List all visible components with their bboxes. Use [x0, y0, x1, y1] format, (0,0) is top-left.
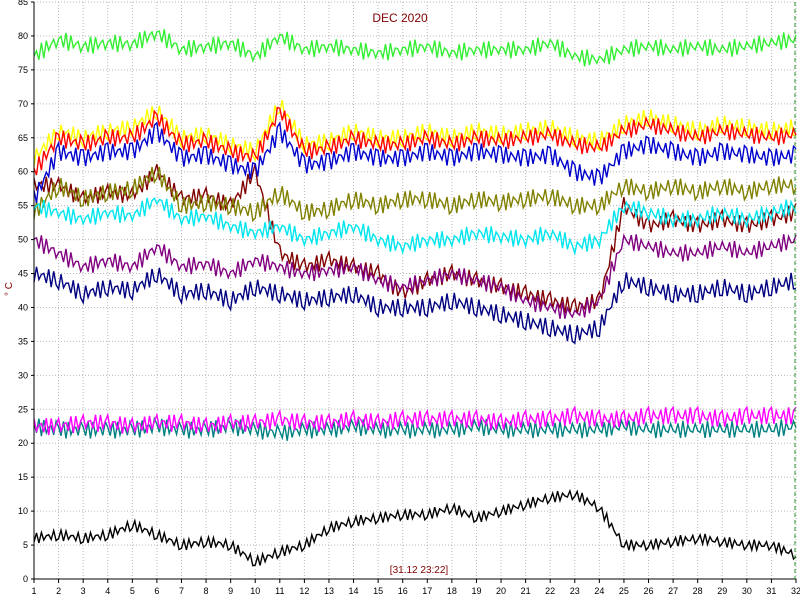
x-tick-label: 30	[742, 586, 752, 596]
y-tick-label: 45	[18, 269, 28, 279]
series-layer	[33, 29, 797, 567]
x-tick-label: 23	[570, 586, 580, 596]
x-tick-label: 19	[471, 586, 481, 596]
series-line-12	[33, 488, 797, 567]
y-tick-label: 10	[18, 506, 28, 516]
y-tick-label: 5	[23, 540, 28, 550]
x-tick-label: 1	[31, 586, 36, 596]
x-tick-label: 29	[717, 586, 727, 596]
y-tick-label: 40	[18, 302, 28, 312]
x-tick-label: 14	[349, 586, 359, 596]
series-line-3	[33, 106, 797, 176]
grid	[33, 1, 797, 580]
series-line-7	[33, 121, 797, 203]
y-tick-label: 60	[18, 167, 28, 177]
x-tick-label: 7	[179, 586, 184, 596]
y-tick-label: 0	[23, 574, 28, 584]
y-axis-label: ° C	[4, 282, 15, 296]
y-tick-labels: 0 5 10 15 20 25 30 35 40 45 50 55 60 65 70 75 80 85	[18, 0, 34, 584]
y-tick-label: 35	[18, 336, 28, 346]
x-tick-label: 20	[496, 586, 506, 596]
series-line-6	[33, 197, 797, 256]
y-tick-label: 75	[18, 65, 28, 75]
series-line-8	[33, 233, 797, 319]
y-tick-label: 15	[18, 472, 28, 482]
timestamp-label: [31.12 23:22]	[390, 565, 449, 576]
x-tick-label: 8	[204, 586, 209, 596]
x-tick-label: 15	[373, 586, 383, 596]
x-tick-label: 9	[228, 586, 233, 596]
series-line-9	[33, 266, 797, 345]
x-tick-label: 5	[130, 586, 135, 596]
x-tick-label: 18	[447, 586, 457, 596]
y-tick-label: 80	[18, 31, 28, 41]
y-tick-label: 85	[18, 0, 28, 7]
x-tick-label: 12	[299, 586, 309, 596]
y-tick-label: 30	[18, 370, 28, 380]
x-tick-label: 17	[422, 586, 432, 596]
series-line-11	[33, 405, 797, 436]
x-tick-label: 25	[619, 586, 629, 596]
x-tick-label: 4	[105, 586, 110, 596]
axes	[33, 2, 796, 580]
y-tick-label: 50	[18, 235, 28, 245]
chart-title: DEC 2020	[372, 11, 428, 25]
x-tick-label: 3	[81, 586, 86, 596]
x-tick-label: 26	[644, 586, 654, 596]
x-tick-label: 6	[154, 586, 159, 596]
y-tick-label: 65	[18, 133, 28, 143]
series-line-1	[33, 29, 797, 67]
x-tick-label: 21	[521, 586, 531, 596]
x-tick-label: 2	[56, 586, 61, 596]
x-tick-label: 27	[668, 586, 678, 596]
x-tick-label: 13	[324, 586, 334, 596]
y-tick-label: 55	[18, 201, 28, 211]
y-tick-label: 25	[18, 404, 28, 414]
x-tick-label: 31	[766, 586, 776, 596]
x-tick-label: 22	[545, 586, 555, 596]
x-tick-label: 10	[250, 586, 260, 596]
x-tick-label: 24	[594, 586, 604, 596]
series-line-5	[33, 166, 797, 223]
y-tick-label: 70	[18, 99, 28, 109]
x-tick-label: 28	[693, 586, 703, 596]
x-tick-label: 32	[791, 586, 800, 596]
x-tick-label: 11	[275, 586, 284, 596]
x-tick-label: 16	[398, 586, 408, 596]
y-tick-label: 20	[18, 438, 28, 448]
x-tick-labels: 1 2 3 4 5 6 7 8 9 10 11 12 13 14 15 16 17 18 19 20 21 22 23 24 2…	[31, 579, 800, 596]
